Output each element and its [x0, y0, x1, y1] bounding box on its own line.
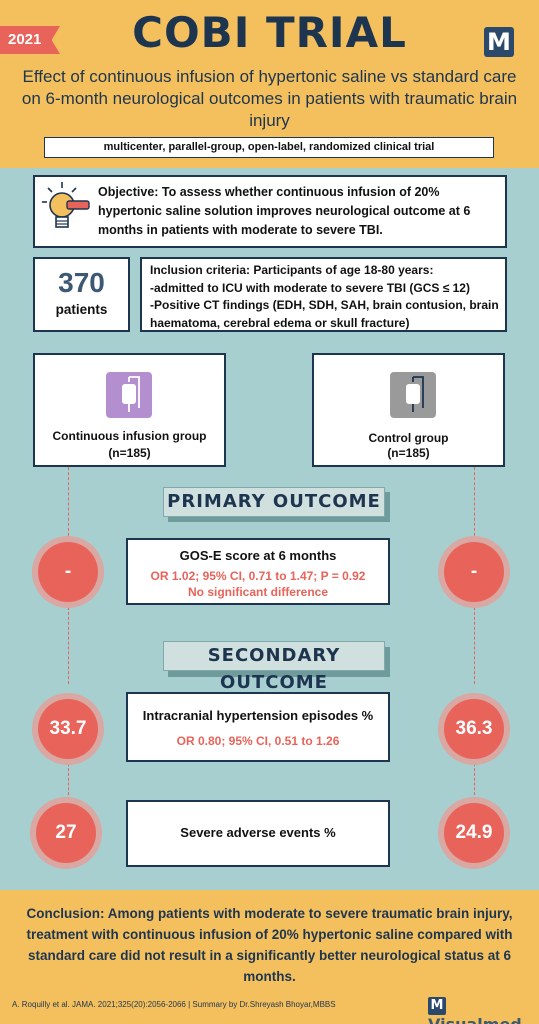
page-title: COBI TRIAL [132, 8, 407, 57]
control-group-name: Control group [368, 431, 449, 445]
primary-outcome-heading: PRIMARY OUTCOME [163, 487, 385, 517]
objective-text: Objective: To assess whether continuous … [98, 185, 471, 237]
sae-result-title: Severe adverse events % [180, 825, 336, 840]
inclusion-line: -Positive CT findings (EDH, SDH, SAH, br… [150, 298, 499, 330]
sae-intervention-value: 27 [36, 803, 96, 863]
control-group-n: (n=185) [387, 446, 430, 460]
brand-icon: M [428, 996, 446, 1015]
ich-result-title: Intracranial hypertension episodes % [142, 708, 374, 723]
trial-design: multicenter, parallel-group, open-label,… [44, 137, 494, 158]
primary-intervention-value: - [38, 542, 98, 602]
inclusion-box [140, 257, 507, 332]
connector-line [474, 602, 475, 684]
secondary-outcome-heading: SECONDARY OUTCOME [163, 641, 385, 693]
inclusion-line: -admitted to ICU with moderate to severe… [150, 280, 470, 295]
inclusion-line: Inclusion criteria: Participants of age … [150, 263, 434, 277]
connector-line [474, 467, 475, 541]
conclusion-text: Conclusion: Among patients with moderate… [26, 906, 513, 984]
iv-bag-icon [106, 372, 152, 418]
connector-line [474, 744, 475, 800]
inclusion-criteria: Inclusion criteria: Participants of age … [150, 262, 505, 332]
sae-result-box [126, 800, 390, 867]
connector-line [68, 467, 69, 541]
iv-bag-icon [390, 372, 436, 418]
intervention-group-n: (n=185) [108, 446, 151, 460]
primary-result-stat: OR 1.02; 95% CI, 0.71 to 1.47; P = 0.92 [150, 569, 366, 583]
primary-result-note: No significant difference [187, 585, 329, 599]
patients-box [33, 257, 130, 332]
objective-box [33, 175, 507, 248]
citation: A. Roquilly et al. JAMA. 2021;325(20):20… [12, 1000, 336, 1009]
ich-result-box [126, 692, 390, 762]
patients-label: patients [55, 302, 108, 317]
connector-line [68, 744, 69, 800]
year-badge: 2021 [0, 26, 60, 54]
brand-name: Visualmed [428, 1014, 522, 1024]
ich-result-stat: OR 0.80; 95% CI, 0.51 to 1.26 [176, 734, 340, 748]
primary-result-box [126, 538, 390, 605]
subtitle: Effect of continuous infusion of hyperto… [21, 67, 518, 130]
connector-line [68, 602, 69, 684]
ich-intervention-value: 33.7 [38, 699, 98, 759]
logo-icon: M [484, 27, 514, 57]
ich-control-value: 36.3 [444, 699, 504, 759]
lightbulb-icon [42, 182, 90, 228]
sae-control-value: 24.9 [444, 803, 504, 863]
primary-result-title: GOS-E score at 6 months [179, 548, 337, 563]
brand-logo: MVisualmed [428, 995, 539, 1024]
intervention-group-name: Continuous infusion group [52, 429, 207, 443]
primary-control-value: - [444, 542, 504, 602]
patients-count: 370 [58, 267, 105, 298]
